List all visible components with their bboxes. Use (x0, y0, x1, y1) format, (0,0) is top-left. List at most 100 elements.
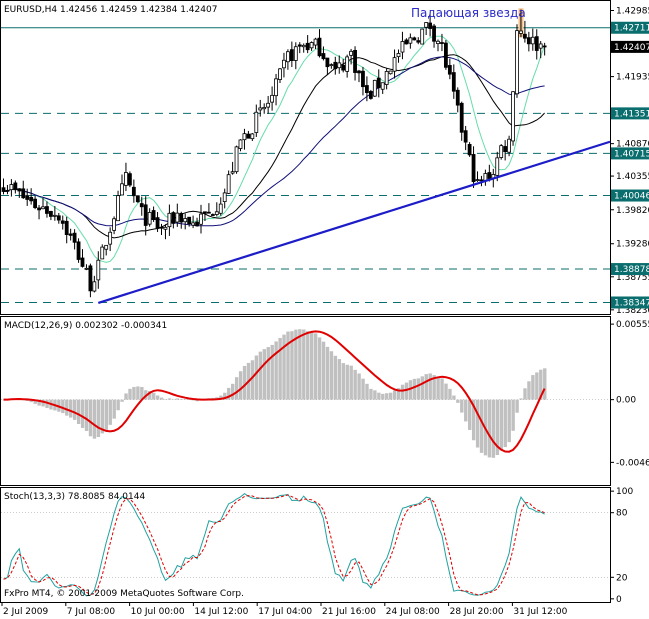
candle-body (317, 37, 322, 57)
candle-body (183, 218, 188, 223)
candle-body (41, 206, 45, 210)
macd-bar (377, 392, 381, 400)
candle-body (530, 36, 535, 45)
candle-body (199, 213, 203, 225)
candle-body (108, 231, 113, 245)
macd-bar (436, 376, 440, 400)
pattern-annotation: Падающая звезда (411, 6, 526, 20)
trendline-layer[interactable] (97, 140, 611, 304)
macd-bar (392, 390, 397, 400)
candle-body (5, 189, 10, 192)
macd-bar (136, 386, 140, 400)
macd-bar (460, 399, 464, 413)
macd-bar (456, 399, 460, 403)
macd-bar (73, 399, 77, 420)
candle-body (511, 91, 515, 142)
candle-body (361, 70, 365, 88)
macd-bar (535, 372, 539, 400)
macd-bar (527, 381, 531, 400)
stochastic-panel[interactable] (0, 487, 611, 603)
price-label-text: 1.42407 (614, 43, 649, 53)
price-tick-label: 1.39280 (616, 240, 649, 250)
price-label-box (611, 296, 649, 309)
macd-bar (231, 383, 235, 400)
macd-bar (440, 378, 444, 400)
candle-body (372, 79, 377, 97)
macd-tick-label: 0.00555 (616, 320, 649, 330)
macd-bar (523, 388, 527, 400)
candle-body (206, 211, 211, 214)
stoch-tick-label: 100 (616, 487, 633, 497)
macd-bar (396, 388, 401, 400)
macd-bar (290, 331, 294, 400)
candle-body (179, 213, 184, 223)
price-label-text: 1.38878 (614, 265, 649, 275)
macd-bar (80, 399, 85, 428)
candle-body (436, 40, 440, 44)
macd-bar (471, 399, 476, 441)
macd-bar (266, 347, 270, 400)
candle-body (242, 133, 247, 141)
candle-body (349, 50, 354, 56)
candle-body (131, 186, 136, 197)
macd-bar (282, 334, 286, 400)
macd-bar (519, 398, 523, 400)
candle-body (384, 71, 389, 85)
macd-bar (373, 390, 377, 400)
macd-bar (270, 344, 274, 400)
macd-bar (274, 341, 278, 400)
macd-bar (365, 383, 369, 400)
macd-bar (369, 388, 373, 400)
macd-bar (321, 341, 326, 400)
price-axis: 1.42985 1.41935 1.40870 1.40355 1.39820 1.392… (610, 6, 649, 316)
candle-body (218, 203, 223, 214)
time-tick-label: 10 Jul 00:00 (131, 607, 185, 617)
macd-bar (452, 395, 456, 400)
candle-body (127, 173, 132, 186)
candle-body (230, 171, 235, 174)
price-tick-label: 1.39820 (616, 206, 649, 216)
macd-bar (543, 368, 547, 400)
time-axis: 2 Jul 2009 7 Jul 08:00 10 Jul 00:00 14 Jul … (1, 602, 568, 617)
candle-body (337, 62, 342, 69)
macd-bar (108, 399, 112, 425)
candle-body (404, 39, 409, 45)
macd-bar (302, 329, 306, 400)
macd-bar (65, 399, 69, 416)
macd-bar (345, 364, 349, 400)
macd-bar (361, 378, 365, 400)
candle-body (76, 241, 81, 260)
candle-body (542, 45, 547, 48)
candle-body (135, 195, 140, 203)
support-trendline[interactable] (97, 140, 611, 304)
time-tick-label: 14 Jul 12:00 (194, 607, 248, 617)
macd-bar (306, 331, 310, 400)
macd-bar (120, 399, 124, 402)
candle-body (64, 220, 69, 236)
macd-bar (227, 387, 231, 400)
candle-body (195, 221, 199, 227)
macd-bar (112, 399, 116, 419)
macd-bar (37, 399, 41, 406)
candle-body (52, 214, 57, 217)
candle-body (234, 146, 239, 173)
candle-body (270, 94, 275, 103)
candle-body (84, 267, 89, 270)
candle-body (226, 174, 231, 194)
macd-bar (278, 337, 282, 400)
price-tick-label: 1.38230 (616, 306, 649, 316)
price-label-box (611, 147, 649, 160)
macd-bar (238, 371, 243, 400)
macd-bar (487, 399, 492, 458)
macd-bar (29, 399, 33, 403)
macd-bar (69, 399, 73, 418)
candle-body (353, 49, 357, 73)
candle-body (9, 184, 14, 191)
macd-bar (140, 386, 144, 400)
macd-bar (503, 399, 507, 448)
candle-body (534, 36, 539, 51)
macd-bar (468, 399, 472, 430)
macd-bar (317, 337, 322, 400)
candle-body (37, 207, 41, 211)
